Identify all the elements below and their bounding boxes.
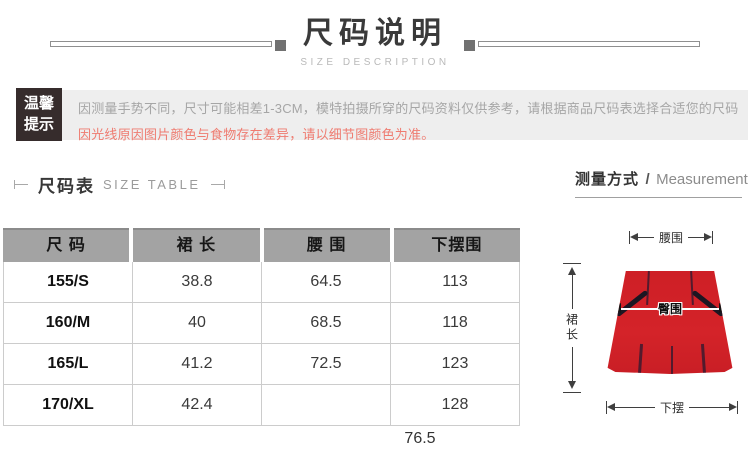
col-header-hem: 下摆围 — [393, 228, 520, 262]
notice-banner: 温馨 提示 因测量手势不同，尺寸可能相差1-3CM，模特拍摄所穿的尺码资料仅供参… — [16, 88, 749, 142]
size-table-header-row: 尺 码 裙 长 腰 围 下摆围 — [3, 228, 520, 262]
cell-waist: 72.5 — [261, 344, 390, 384]
notice-body: 因测量手势不同，尺寸可能相差1-3CM，模特拍摄所穿的尺码资料仅供参考，请根据商… — [62, 90, 749, 142]
decor-square-icon — [463, 40, 475, 51]
waist-measure-arrow: 腰围 — [629, 230, 714, 245]
pleat-line — [646, 271, 650, 306]
cell-skirt-length: 38.8 — [132, 262, 261, 302]
cell-size: 160/M — [45, 314, 91, 331]
measurement-heading-en: Measurement — [656, 171, 748, 188]
tick-left-icon — [14, 180, 28, 189]
cell-size: 170/XL — [42, 396, 94, 413]
table-row: 170/XL 42.4 128 — [4, 385, 519, 425]
header-decor-left — [50, 36, 287, 51]
hip-measure-line — [608, 308, 732, 310]
title-block: 尺码说明 SIZE DESCRIPTION — [300, 8, 449, 68]
page-subtitle: SIZE DESCRIPTION — [300, 57, 450, 68]
size-table-body: 155/S 38.8 64.5 113 160/M 40 68.5 118 16… — [3, 262, 520, 426]
decor-bar-icon — [50, 40, 273, 47]
col-header-size: 尺 码 — [3, 228, 130, 262]
hip-label: 臀围 — [657, 302, 683, 316]
length-label: 裙长 — [564, 313, 579, 343]
notice-badge-line1: 温馨 — [23, 95, 54, 113]
length-measure-arrow: 裙长 — [561, 263, 583, 393]
skirt-diagram: 臀围 — [607, 271, 733, 374]
hem-label: 下摆 — [660, 400, 685, 415]
size-table: 尺 码 裙 长 腰 围 下摆围 155/S 38.8 64.5 113 160/… — [3, 228, 520, 426]
pleat-line — [637, 343, 644, 374]
col-header-waist: 腰 围 — [263, 228, 390, 262]
table-row: 160/M 40 68.5 118 — [4, 303, 519, 344]
cell-size: 155/S — [47, 273, 89, 290]
hip-arrowhead — [719, 303, 728, 313]
size-table-heading: 尺码表 SIZE TABLE — [14, 172, 225, 197]
hip-endbar — [730, 301, 733, 317]
notice-text-line2: 因光线原因图片颜色与食物存在差异，请以细节图颜色为准。 — [78, 127, 435, 142]
cell-hem: 113 — [390, 262, 519, 302]
notice-badge-line2: 提示 — [23, 115, 54, 133]
notice-badge: 温馨 提示 — [16, 88, 62, 141]
pleat-line — [671, 346, 673, 374]
cell-hem: 123 — [390, 344, 519, 384]
col-header-skirt-length: 裙 长 — [133, 228, 260, 262]
cell-hem: 118 — [390, 303, 519, 343]
tick-right-icon — [210, 180, 225, 189]
waist-label: 腰围 — [659, 230, 684, 245]
cell-size: 165/L — [47, 355, 89, 372]
cell-skirt-length: 41.2 — [132, 344, 261, 384]
measurement-heading-cn: 测量方式 — [575, 171, 640, 188]
table-row: 155/S 38.8 64.5 113 — [4, 262, 519, 303]
decor-square-icon — [275, 40, 287, 51]
pleat-line — [700, 343, 707, 374]
overflow-waist-value: 76.5 — [404, 430, 436, 447]
size-table-heading-en: SIZE TABLE — [103, 177, 201, 192]
page-header: 尺码说明 SIZE DESCRIPTION — [0, 8, 750, 68]
cell-waist — [261, 385, 390, 425]
hip-endbar — [607, 301, 610, 317]
cell-skirt-length: 42.4 — [132, 385, 261, 425]
hem-measure-arrow: 下摆 — [606, 400, 739, 415]
measurement-heading: 测量方式 / Measurement — [575, 168, 748, 198]
notice-text-line1: 因测量手势不同，尺寸可能相差1-3CM，模特拍摄所穿的尺码资料仅供参考，请根据商… — [78, 101, 739, 116]
page-title: 尺码说明 — [302, 17, 447, 50]
size-table-heading-cn: 尺码表 — [38, 177, 95, 196]
cell-waist: 64.5 — [261, 262, 390, 302]
table-row: 165/L 41.2 72.5 123 — [4, 344, 519, 385]
hip-arrowhead — [612, 303, 621, 313]
measurement-heading-sep: / — [645, 171, 650, 188]
cell-skirt-length: 40 — [132, 303, 261, 343]
pleat-line — [690, 271, 694, 306]
cell-waist: 68.5 — [261, 303, 390, 343]
header-decor-right — [463, 36, 700, 51]
cell-hem: 128 — [390, 385, 519, 425]
decor-bar-icon — [477, 40, 700, 47]
